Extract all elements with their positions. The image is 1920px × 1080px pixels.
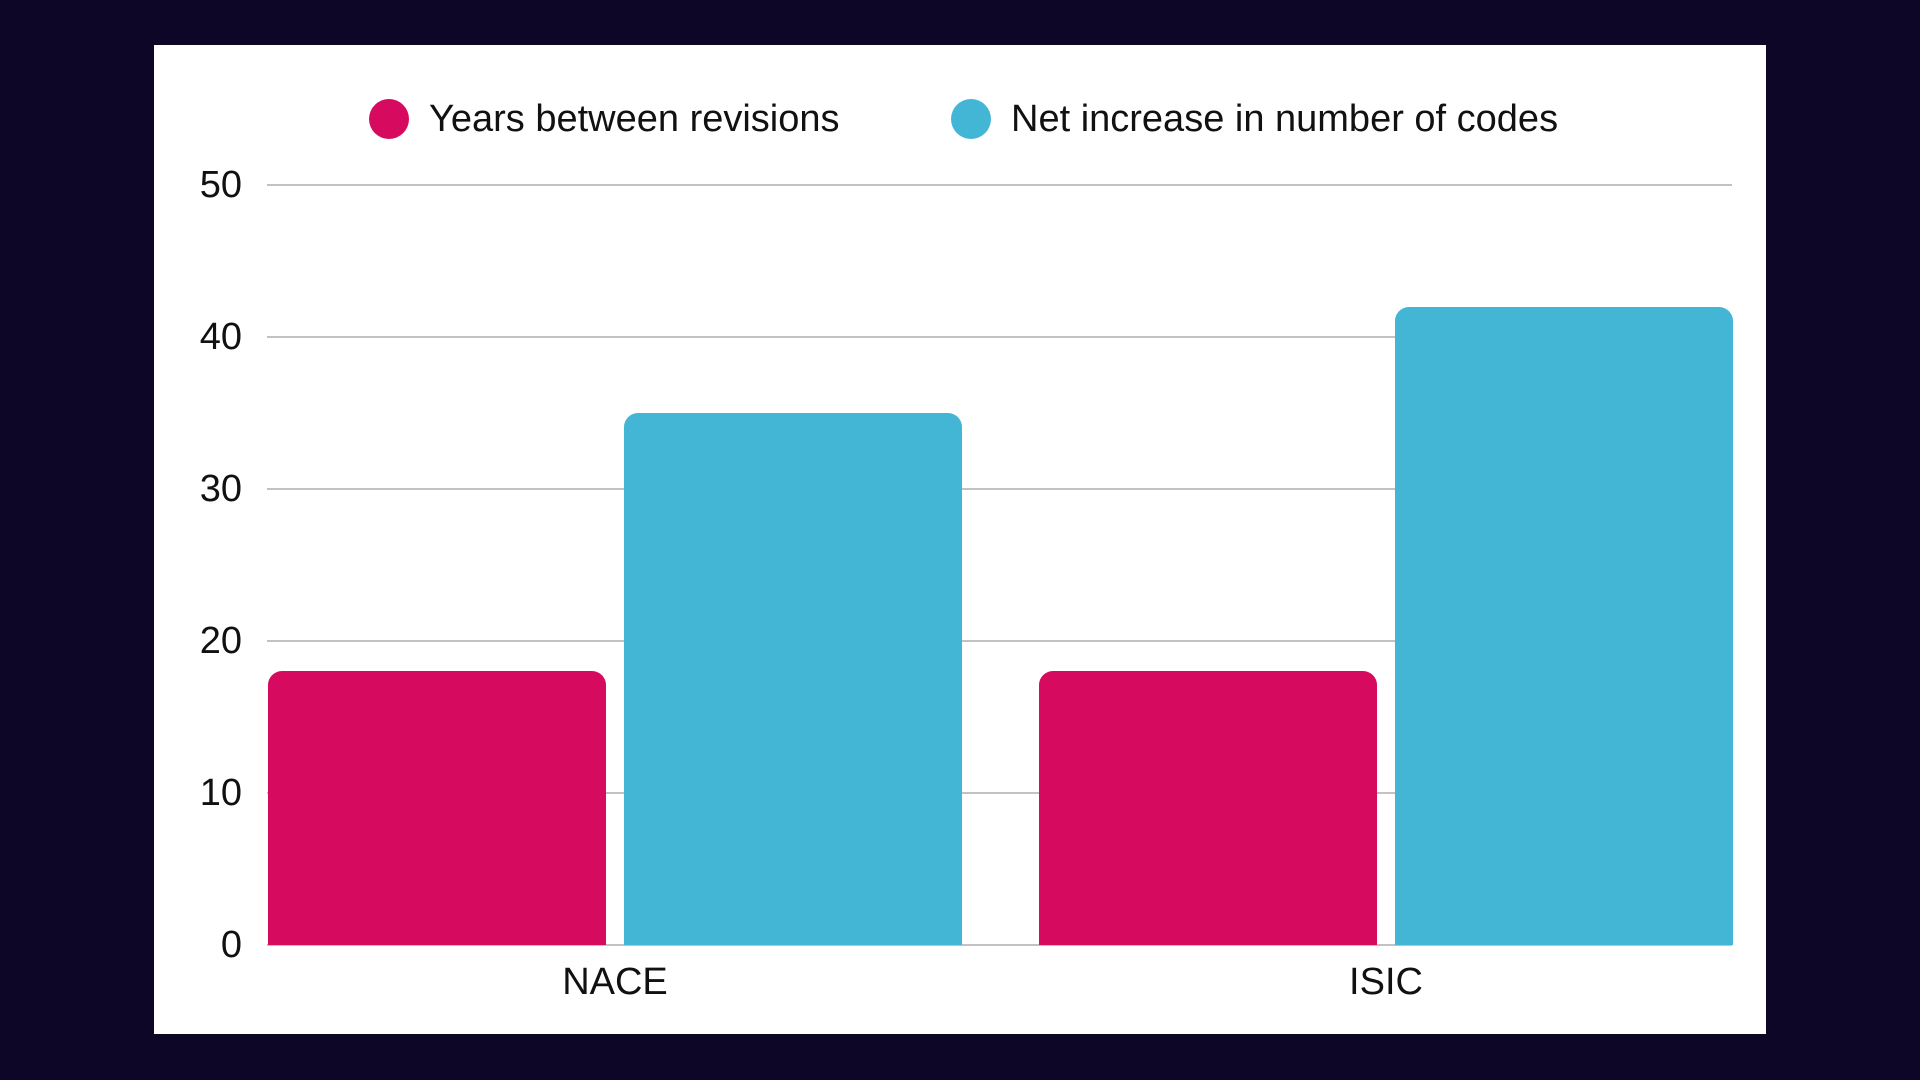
gridline-50	[267, 184, 1732, 186]
y-axis-tick-label: 40	[199, 316, 242, 358]
legend-item-years-between-revisions: Years between revisions	[369, 99, 840, 139]
y-axis-tick-label: 10	[199, 772, 242, 814]
x-axis-label-nace: NACE	[562, 961, 668, 1003]
plot-area: 0 10 20 30 40 50 NACE ISIC	[154, 45, 1766, 1034]
y-axis-tick-label: 0	[220, 924, 242, 966]
bar-isic-series-0	[1039, 671, 1377, 945]
gridline-0	[267, 944, 1732, 946]
gridline-20	[267, 640, 1732, 642]
legend-label: Net increase in number of codes	[1011, 98, 1559, 140]
bar-nace-series-0	[268, 671, 606, 945]
legend-item-net-increase-in-codes: Net increase in number of codes	[951, 99, 1558, 139]
gridline-40	[267, 336, 1732, 338]
legend-swatch-blue	[951, 99, 991, 139]
y-axis-tick-label: 30	[199, 468, 242, 510]
bar-nace-series-1	[624, 413, 962, 945]
x-axis-label-isic: ISIC	[1349, 961, 1423, 1003]
y-axis-tick-label: 50	[199, 164, 242, 206]
bar-isic-series-1	[1395, 307, 1733, 945]
gridline-30	[267, 488, 1732, 490]
y-axis-tick-label: 20	[199, 620, 242, 662]
legend-label: Years between revisions	[429, 98, 840, 140]
legend-swatch-pink	[369, 99, 409, 139]
gridline-10	[267, 792, 1732, 794]
chart-card: Years between revisions Net increase in …	[154, 45, 1766, 1034]
